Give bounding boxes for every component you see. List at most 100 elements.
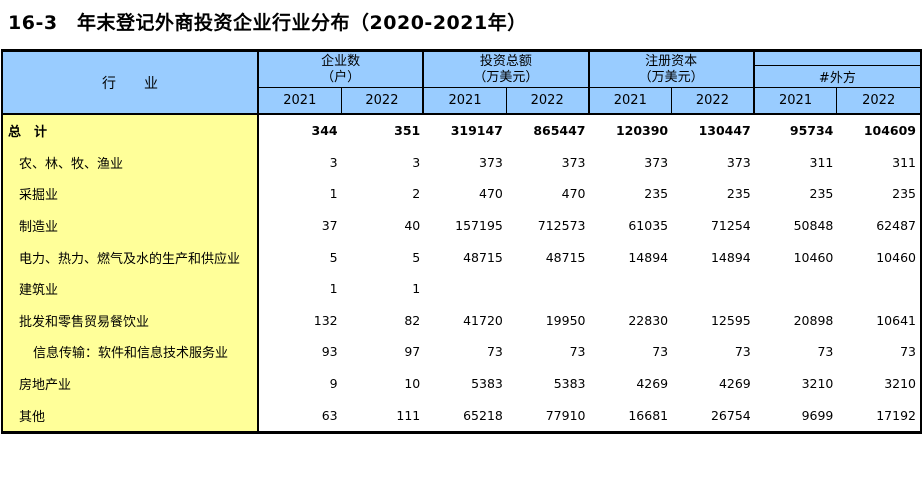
- industry-label: 制造业: [3, 209, 259, 242]
- value-cell: 344: [311, 123, 338, 139]
- value-cell: 10641: [876, 312, 916, 328]
- table-body: 总 计 344 351 319147 865447 120390 130447 …: [3, 115, 920, 431]
- value-cell: 20898: [793, 312, 834, 328]
- value-cell: 3: [329, 154, 338, 170]
- value-cell: 62487: [876, 218, 916, 234]
- value-cell: 235: [892, 186, 916, 202]
- group-header-foreign-party: #外方: [754, 66, 920, 88]
- value-cell: 22830: [628, 312, 669, 328]
- industry-label: 农、林、牧、渔业: [3, 146, 259, 179]
- year-header-cell: 2022: [342, 88, 425, 113]
- group-label-line2: （万美元）: [638, 69, 704, 85]
- value-cell: 865447: [533, 123, 586, 139]
- value-cell: 41720: [463, 312, 503, 328]
- value-cell: 14894: [710, 249, 751, 265]
- statistics-table: 行 业 企业数 （户） 投资总额 （万美元） 注册资本 （万美元） #外方 20…: [1, 49, 922, 434]
- industry-label: 建筑业: [3, 272, 259, 305]
- industry-label: 批发和零售贸易餐饮业: [3, 304, 259, 337]
- value-cell: 1: [329, 186, 338, 202]
- year-header-cell: 2022: [672, 88, 755, 113]
- value-cell: 351: [394, 123, 421, 139]
- value-cell: 470: [561, 186, 586, 202]
- group-label-line2: （万美元）: [473, 69, 539, 85]
- page-title: 16-3 年末登记外商投资企业行业分布（2020-2021年）: [8, 12, 527, 34]
- year-header-cell: 2021: [755, 88, 838, 113]
- industry-label: 信息传输：软件和信息技术服务业: [3, 336, 259, 368]
- value-cell: 235: [644, 186, 669, 202]
- value-cell: 712573: [537, 218, 586, 234]
- value-cell: [590, 273, 673, 305]
- industry-label: 房地产业: [3, 367, 259, 400]
- value-cell: 82: [404, 312, 421, 328]
- value-cell: 97: [404, 344, 421, 360]
- value-cell: 73: [652, 344, 669, 360]
- value-cell: 17192: [876, 407, 916, 423]
- year-header-cell: 2022: [507, 88, 590, 113]
- value-cell: 373: [726, 154, 751, 170]
- value-cell: [672, 273, 755, 305]
- value-cell: 14894: [628, 249, 669, 265]
- value-cell: 65218: [463, 407, 503, 423]
- value-cell: 9699: [801, 407, 834, 423]
- value-cell: 63: [321, 407, 338, 423]
- year-header-cell: 2021: [590, 88, 673, 113]
- value-cell: 311: [809, 154, 834, 170]
- value-cell: 61035: [628, 218, 669, 234]
- industry-label: 其他: [3, 399, 259, 431]
- value-cell: 470: [479, 186, 503, 202]
- group-label-line2: （户）: [321, 69, 361, 85]
- table-header: 行 业 企业数 （户） 投资总额 （万美元） 注册资本 （万美元） #外方 20…: [3, 52, 920, 115]
- value-cell: 4269: [718, 376, 751, 392]
- value-cell: 77910: [545, 407, 586, 423]
- value-cell: 235: [809, 186, 834, 202]
- value-cell: 4269: [636, 376, 669, 392]
- value-cell: 10460: [876, 249, 916, 265]
- value-cell: [507, 273, 590, 305]
- value-cell: 311: [892, 154, 916, 170]
- value-cell: 3210: [801, 376, 834, 392]
- value-cell: 71254: [710, 218, 751, 234]
- value-cell: 40: [404, 218, 421, 234]
- value-cell: 3210: [884, 376, 916, 392]
- group-header-registered-capital: 注册资本 （万美元）: [589, 52, 755, 88]
- value-cell: 1: [329, 281, 338, 297]
- value-cell: 73: [486, 344, 503, 360]
- value-cell: 10460: [793, 249, 834, 265]
- value-cell: 373: [644, 154, 669, 170]
- value-cell: 5383: [553, 376, 586, 392]
- value-cell: 48715: [463, 249, 503, 265]
- value-cell: 93: [321, 344, 338, 360]
- value-cell: 373: [561, 154, 586, 170]
- group-header-total-investment: 投资总额 （万美元）: [424, 52, 590, 88]
- value-cell: 235: [726, 186, 751, 202]
- year-header-cell: 2021: [424, 88, 507, 113]
- value-cell: 73: [569, 344, 586, 360]
- industry-label: 总 计: [3, 115, 259, 147]
- value-cell: 120390: [615, 123, 669, 139]
- value-cell: 319147: [450, 123, 503, 139]
- value-cell: 37: [321, 218, 338, 234]
- value-cell: 3: [412, 154, 421, 170]
- value-cell: 19950: [545, 312, 586, 328]
- industry-label: 电力、热力、燃气及水的生产和供应业: [3, 241, 259, 273]
- year-header-cell: 2021: [259, 88, 342, 113]
- value-cell: 26754: [710, 407, 751, 423]
- year-header-cell: 2022: [862, 93, 896, 108]
- empty-header-cell: [754, 52, 920, 66]
- group-label-line1: 投资总额: [479, 53, 532, 69]
- value-cell: 50848: [793, 218, 834, 234]
- value-cell: [755, 273, 838, 305]
- value-cell: [424, 273, 507, 305]
- value-cell: 10: [404, 376, 421, 392]
- group-header-enterprise-count: 企业数 （户）: [259, 52, 425, 88]
- value-cell: 95734: [789, 123, 834, 139]
- value-cell: 2: [412, 186, 421, 202]
- industry-header-cell: 行 业: [3, 52, 259, 113]
- value-cell: 73: [734, 344, 751, 360]
- value-cell: 130447: [698, 123, 751, 139]
- value-cell: 5: [329, 249, 338, 265]
- value-cell: 1: [412, 281, 421, 297]
- value-cell: 16681: [628, 407, 669, 423]
- value-cell: 373: [479, 154, 503, 170]
- value-cell: 5383: [471, 376, 503, 392]
